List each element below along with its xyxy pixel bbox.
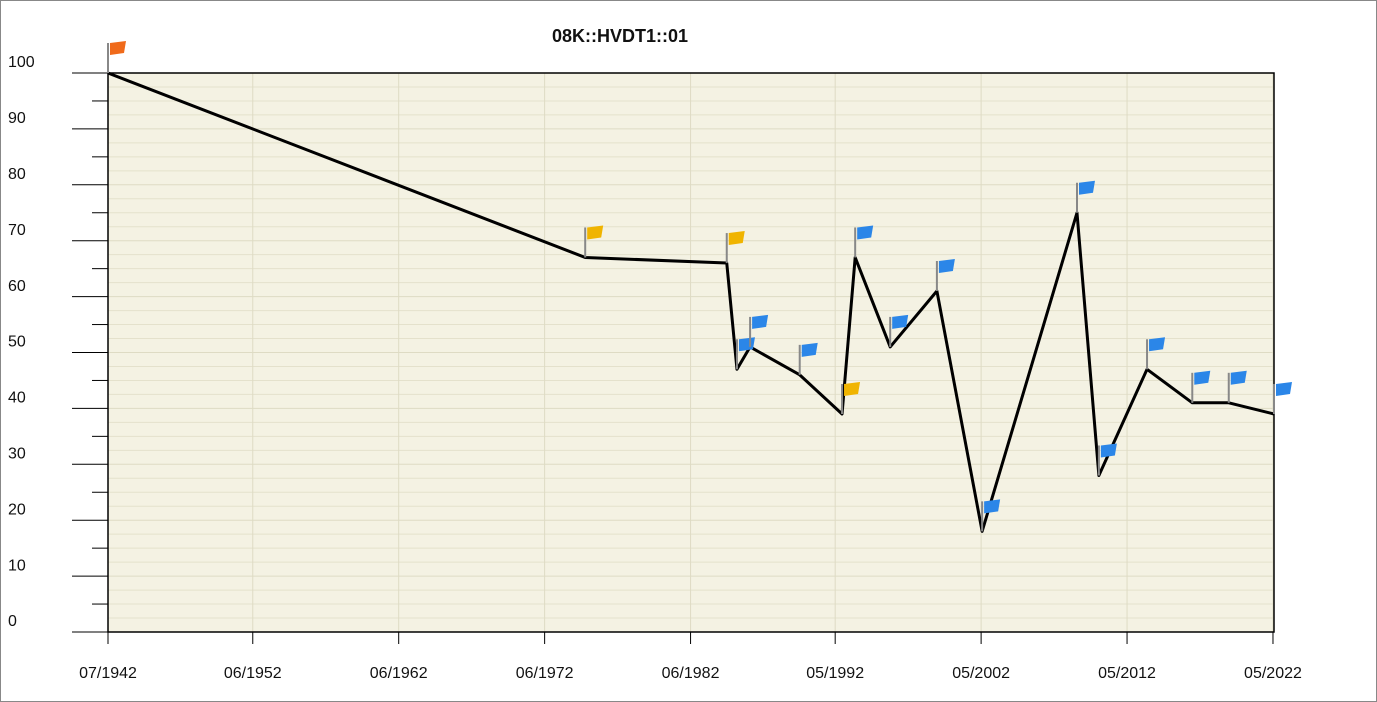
x-tick-label: 05/1992 xyxy=(806,665,864,682)
x-tick-label: 06/1972 xyxy=(516,665,574,682)
flag xyxy=(938,259,955,274)
point-flag xyxy=(584,225,604,258)
x-tick-label: 07/1942 xyxy=(79,665,137,682)
flag xyxy=(110,41,126,55)
flag xyxy=(984,499,1001,514)
x-tick-label: 05/2012 xyxy=(1098,665,1156,682)
point-flag xyxy=(1191,370,1211,403)
x-tick-label: 05/2022 xyxy=(1244,665,1302,682)
flag xyxy=(857,225,874,240)
x-tick-label: 06/1952 xyxy=(224,665,282,682)
y-tick-label: 60 xyxy=(8,278,26,295)
point-flag xyxy=(107,41,126,73)
point-flag xyxy=(935,259,955,292)
flag xyxy=(1078,180,1095,195)
point-flag xyxy=(854,225,874,258)
y-tick-label: 40 xyxy=(8,390,26,407)
point-flag xyxy=(1146,337,1166,370)
y-tick-label: 90 xyxy=(8,110,26,127)
point-flag xyxy=(1075,180,1095,213)
y-tick-label: 70 xyxy=(8,222,26,239)
flag xyxy=(1194,370,1211,385)
flag xyxy=(587,225,604,240)
point-flag xyxy=(841,381,861,414)
flag xyxy=(752,314,769,329)
point-flag xyxy=(1097,443,1117,476)
x-tick-label: 05/2002 xyxy=(952,665,1010,682)
point-flag xyxy=(1227,370,1247,403)
flag xyxy=(728,231,745,246)
y-tick-label: 30 xyxy=(8,446,26,463)
flag xyxy=(1276,381,1292,396)
point-flag xyxy=(798,342,818,375)
x-tick-label: 06/1982 xyxy=(662,665,720,682)
y-tick-label: 0 xyxy=(8,613,17,630)
y-tick-label: 50 xyxy=(8,334,26,351)
plot-border xyxy=(107,72,1275,633)
flag xyxy=(892,314,909,329)
x-tick-label: 06/1962 xyxy=(370,665,428,682)
chart-title: 08K::HVDT1::01 xyxy=(552,26,688,46)
y-tick-label: 100 xyxy=(8,54,35,71)
point-flag xyxy=(725,231,745,264)
flag xyxy=(738,337,755,352)
flag xyxy=(801,342,818,357)
point-flag xyxy=(1273,381,1292,414)
flag xyxy=(1100,443,1117,458)
flag xyxy=(1149,337,1166,352)
y-tick-label: 20 xyxy=(8,501,26,518)
flag xyxy=(1230,370,1247,385)
point-flag xyxy=(981,499,1001,532)
y-tick-label: 80 xyxy=(8,166,26,183)
flag xyxy=(844,381,861,396)
point-flag xyxy=(749,314,769,347)
y-tick-label: 10 xyxy=(8,557,26,574)
point-flag xyxy=(889,314,909,347)
